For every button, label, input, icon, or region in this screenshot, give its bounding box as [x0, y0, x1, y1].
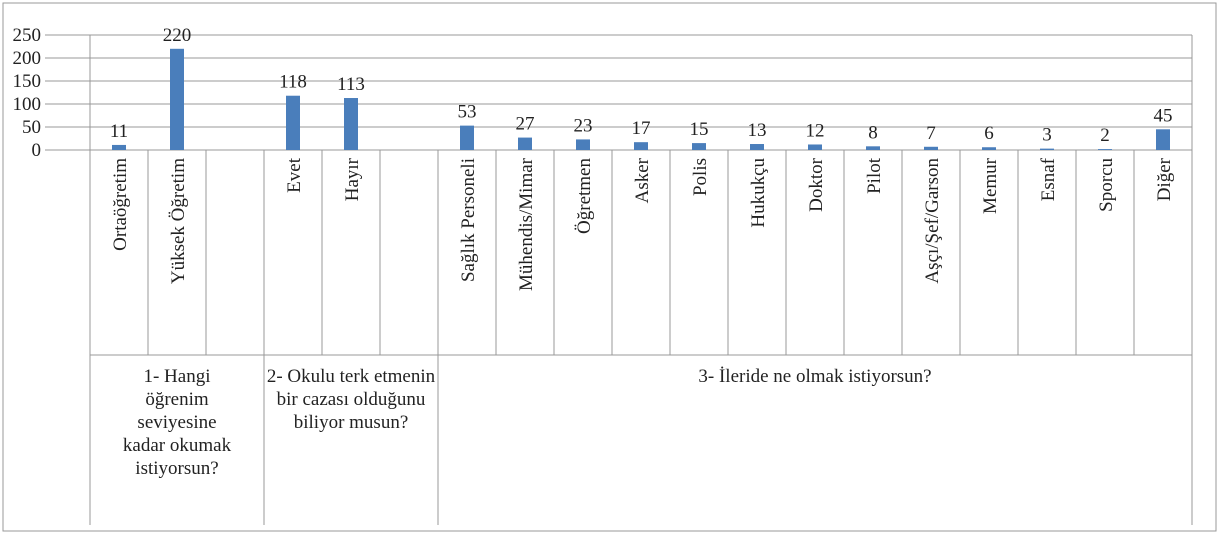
x-tick-label: Yüksek Öğretim: [168, 158, 189, 284]
x-tick-label: Öğretmen: [574, 158, 595, 234]
chart-border: [2, 2, 1217, 532]
y-tick-label: 100: [13, 94, 42, 115]
y-tick-label: 50: [22, 117, 41, 138]
x-tick-label: Memur: [980, 157, 1001, 214]
x-tick-label: Ortaöğretim: [110, 158, 131, 251]
y-tick-label: 0: [32, 140, 42, 161]
x-tick-label: Doktor: [806, 157, 827, 212]
data-label: 8: [868, 122, 878, 143]
x-tick-label: Asker: [632, 157, 653, 203]
bar: [866, 146, 880, 150]
data-label: 27: [516, 114, 535, 135]
bar: [750, 144, 764, 150]
group-label-box: 2- Okulu terk etmenin bir cazası olduğun…: [266, 366, 436, 433]
bar: [286, 95, 300, 150]
data-label: 2: [1100, 125, 1110, 146]
x-tick-label: Diğer: [1154, 157, 1175, 201]
group-label: 1- Hangi öğrenim seviyesine kadar okumak…: [122, 366, 232, 479]
bar: [112, 144, 126, 150]
group-label-box: 1- Hangi öğrenim seviyesine kadar okumak…: [122, 366, 232, 479]
data-label: 17: [632, 118, 651, 139]
bar: [924, 146, 938, 150]
bar: [808, 144, 822, 150]
y-tick-label: 250: [13, 25, 42, 46]
bar: [692, 143, 706, 150]
x-tick-label: Polis: [690, 158, 711, 196]
y-tick-label: 200: [13, 48, 42, 69]
data-label: 118: [279, 72, 307, 93]
data-label: 23: [574, 115, 593, 136]
bar: [518, 137, 532, 150]
data-label: 13: [748, 120, 767, 141]
data-label: 3: [1042, 125, 1052, 146]
data-label: 6: [984, 123, 994, 144]
data-label: 53: [458, 102, 477, 123]
bar: [576, 139, 590, 150]
bar: [634, 142, 648, 150]
group-label: 3- İleride ne olmak istiyorsun?: [698, 366, 932, 387]
x-tick-label: Sporcu: [1096, 158, 1117, 212]
x-tick-label: Sağlık Personeli: [458, 158, 479, 282]
bar: [1098, 149, 1112, 150]
data-label: 113: [337, 74, 365, 95]
x-tick-label: Hukukçu: [748, 158, 769, 228]
x-tick-label: Aşçı/Şef/Garson: [922, 158, 943, 284]
x-tick-label: Evet: [284, 157, 305, 193]
data-label: 11: [110, 121, 128, 142]
x-tick-label: Hayır: [342, 157, 363, 201]
x-tick-label: Esnaf: [1038, 157, 1059, 201]
data-label: 220: [163, 25, 192, 46]
bar: [460, 125, 474, 150]
x-tick-label: Pilot: [864, 157, 885, 194]
data-label: 45: [1154, 105, 1173, 126]
bar: [170, 48, 184, 150]
group-label: 2- Okulu terk etmenin bir cazası olduğun…: [266, 366, 436, 433]
x-tick-label: Mühendis/Mimar: [516, 157, 537, 291]
data-label: 7: [926, 123, 936, 144]
y-tick-label: 150: [13, 71, 42, 92]
group-label-box: 3- İleride ne olmak istiyorsun?: [698, 366, 932, 387]
bar: [982, 147, 996, 150]
data-label: 15: [690, 119, 709, 140]
bar: [1156, 129, 1170, 150]
bar: [344, 98, 358, 150]
bar: [1040, 148, 1054, 150]
data-label: 12: [806, 120, 825, 141]
